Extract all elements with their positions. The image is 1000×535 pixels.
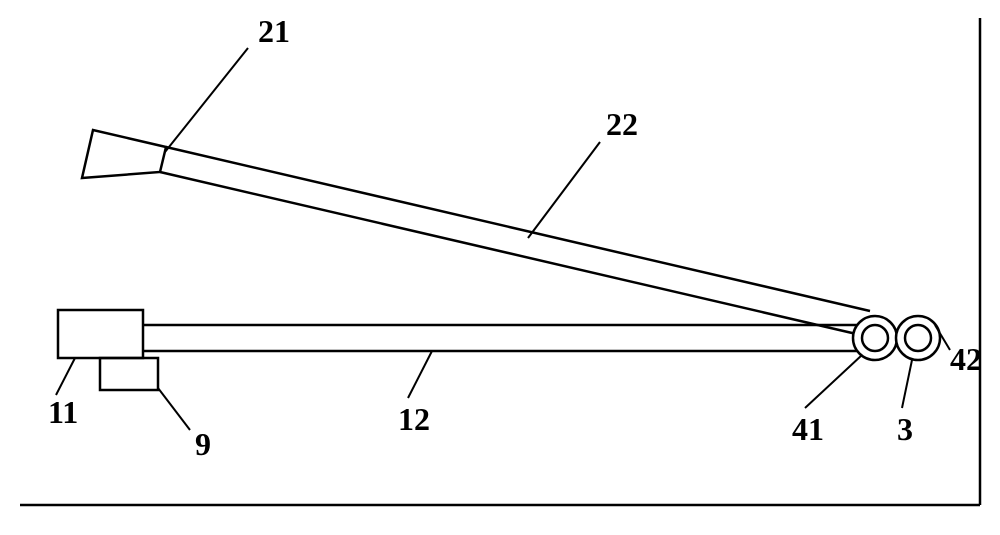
leader-9 <box>158 388 190 430</box>
ring-left-outer <box>853 316 897 360</box>
label-3: 3 <box>897 411 913 447</box>
leader-41 <box>805 355 862 408</box>
leader-11 <box>56 358 75 395</box>
leader-12 <box>408 351 432 398</box>
leader-21 <box>165 48 248 152</box>
leader-3 <box>902 360 912 408</box>
ring-right-outer <box>896 316 940 360</box>
label-41: 41 <box>792 411 824 447</box>
upper-grip <box>82 130 166 178</box>
label-42: 42 <box>950 341 982 377</box>
label-12: 12 <box>398 401 430 437</box>
upper-bar-top <box>166 147 870 311</box>
lower-grip <box>58 310 143 358</box>
leader-22 <box>528 142 600 238</box>
small-block <box>100 358 158 390</box>
label-22: 22 <box>606 106 638 142</box>
label-21: 21 <box>258 13 290 49</box>
label-11: 11 <box>48 394 78 430</box>
label-9: 9 <box>195 426 211 462</box>
upper-bar-bottom <box>160 172 865 336</box>
